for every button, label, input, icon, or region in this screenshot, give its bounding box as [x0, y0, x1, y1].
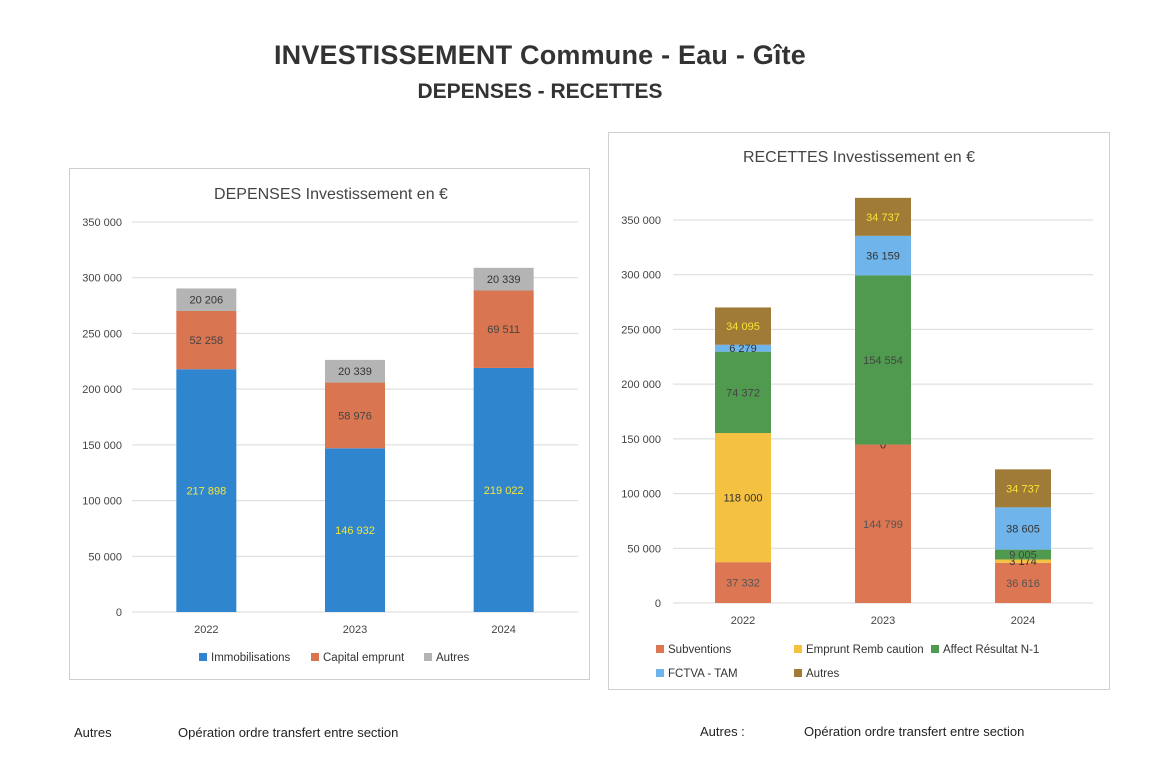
bar-segment — [995, 559, 1051, 563]
y-tick-label: 350 000 — [621, 215, 661, 227]
bar-segment — [325, 382, 385, 449]
legend-label: Emprunt Remb caution — [806, 644, 924, 656]
y-tick-label: 200 000 — [82, 384, 122, 396]
data-label: 9 005 — [1009, 550, 1037, 562]
note-left-value: Opération ordre transfert entre section — [178, 725, 399, 740]
note-right-value: Opération ordre transfert entre section — [804, 724, 1025, 739]
bar-segment — [325, 448, 385, 612]
legend-swatch — [794, 669, 802, 677]
data-label: 146 932 — [335, 525, 375, 537]
y-tick-label: 0 — [116, 607, 122, 619]
legend-label: Autres — [806, 668, 839, 680]
y-tick-label: 50 000 — [627, 543, 661, 555]
depenses-chart-panel: DEPENSES Investissement en € 0 50 000 100 0… — [69, 168, 590, 680]
data-label: 38 605 — [1006, 523, 1040, 535]
page-title: INVESTISSEMENT Commune - Eau - Gîte — [273, 40, 807, 70]
x-tick-label: 2022 — [194, 624, 218, 636]
bar-segment — [715, 433, 771, 563]
bar-segment — [715, 344, 771, 352]
bar-segment — [995, 549, 1051, 560]
page-subtitle: DEPENSES - RECETTES — [417, 80, 663, 103]
legend-swatch — [311, 653, 319, 661]
y-tick-label: 0 — [655, 598, 661, 610]
depenses-chart: DEPENSES Investissement en € 0 50 000 100 0… — [82, 186, 578, 664]
y-tick-label: 250 000 — [82, 328, 122, 340]
recettes-chart-panel: RECETTES Investissement en € 0 50 000 100 0… — [608, 132, 1110, 690]
x-tick-label: 2023 — [343, 624, 367, 636]
legend-label: Subventions — [668, 644, 732, 656]
y-tick-label: 200 000 — [621, 379, 661, 391]
y-tick-label: 100 000 — [82, 496, 122, 508]
data-label: 74 372 — [726, 387, 760, 399]
data-label: 34 095 — [726, 321, 760, 333]
bar-segment — [176, 369, 237, 612]
recettes-chart: RECETTES Investissement en € 0 50 000 100 0… — [621, 149, 1093, 680]
legend-swatch — [199, 653, 207, 661]
bar-segment — [995, 469, 1051, 508]
x-tick-label: 2023 — [871, 615, 895, 627]
bar-segment — [855, 275, 911, 445]
y-tick-label: 150 000 — [82, 440, 122, 452]
data-label: 34 737 — [866, 212, 900, 224]
y-tick-label: 300 000 — [621, 270, 661, 282]
bar-segment — [176, 310, 237, 370]
data-label: 20 339 — [338, 366, 372, 378]
legend-swatch — [931, 645, 939, 653]
legend-label: Capital emprunt — [323, 652, 405, 664]
chart-title: RECETTES Investissement en € — [743, 149, 975, 166]
data-label: 0 — [880, 440, 886, 452]
bar-segment — [855, 444, 911, 603]
x-tick-label: 2024 — [1011, 615, 1035, 627]
y-tick-label: 150 000 — [621, 434, 661, 446]
data-label: 69 511 — [487, 324, 520, 336]
note-right-key: Autres : — [700, 724, 745, 739]
y-tick-label: 350 000 — [82, 217, 122, 229]
data-label: 36 159 — [866, 251, 900, 263]
data-label: 144 799 — [863, 519, 903, 531]
x-tick-label: 2024 — [491, 624, 515, 636]
data-label: 219 022 — [484, 485, 524, 497]
bar-segment — [995, 562, 1051, 603]
legend-label: Autres — [436, 652, 469, 664]
legend-label: FCTVA - TAM — [668, 668, 738, 680]
data-label: 36 616 — [1006, 578, 1040, 590]
legend-swatch — [794, 645, 802, 653]
legend-swatch — [656, 669, 664, 677]
data-label: 20 206 — [190, 295, 224, 307]
y-tick-label: 250 000 — [621, 324, 661, 336]
chart-title: DEPENSES Investissement en € — [214, 186, 448, 203]
data-label: 58 976 — [338, 410, 372, 422]
bar-segment — [473, 367, 534, 612]
legend-swatch — [424, 653, 432, 661]
data-label: 154 554 — [863, 355, 903, 367]
bar-segment — [325, 359, 385, 383]
bar-segment — [715, 307, 771, 345]
bar-segment — [715, 351, 771, 434]
bar-segment — [855, 235, 911, 276]
data-label: 52 258 — [190, 335, 224, 347]
legend-label: Affect Résultat N-1 — [943, 644, 1039, 656]
y-tick-label: 100 000 — [621, 489, 661, 501]
bar-segment — [995, 507, 1051, 550]
data-label: 6 279 — [729, 343, 757, 355]
note-left-key: Autres — [74, 725, 112, 740]
bar-segment — [473, 267, 534, 291]
data-label: 34 737 — [1006, 483, 1040, 495]
bar-segment — [473, 290, 534, 368]
data-label: 20 339 — [487, 274, 521, 286]
y-tick-label: 50 000 — [88, 551, 122, 563]
x-tick-label: 2022 — [731, 615, 755, 627]
bar-segment — [176, 288, 237, 311]
legend-swatch — [656, 645, 664, 653]
bar-segment — [715, 562, 771, 603]
data-label: 37 332 — [726, 578, 760, 590]
legend-label: Immobilisations — [211, 652, 290, 664]
data-label: 217 898 — [186, 486, 226, 498]
y-tick-label: 300 000 — [82, 273, 122, 285]
bar-segment — [855, 197, 911, 236]
data-label: 118 000 — [724, 493, 763, 505]
